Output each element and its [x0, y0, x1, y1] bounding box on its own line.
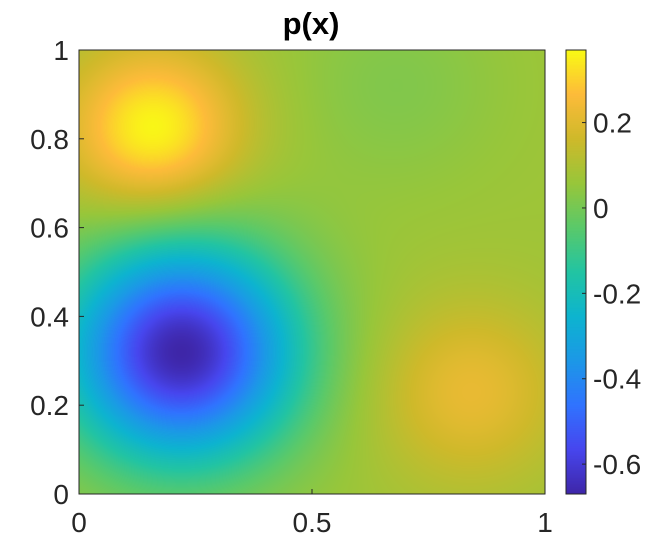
- colorbar-tick-label: 0.2: [593, 108, 632, 139]
- heatmap-surface: [79, 50, 545, 494]
- y-tick-label: 0.6: [30, 213, 69, 244]
- x-axis: 0 0.5 1: [71, 489, 553, 538]
- y-tick-label: 0.4: [30, 301, 69, 332]
- heatmap-plot-area: [79, 50, 545, 494]
- colorbar-axis: 0.2 0 -0.2 -0.4 -0.6: [582, 108, 641, 480]
- colorbar-tick-label: -0.6: [593, 449, 641, 480]
- colorbar: [566, 50, 586, 494]
- y-tick-label: 0: [53, 479, 69, 510]
- chart-title: p(x): [283, 6, 340, 41]
- x-tick-label: 1: [537, 507, 553, 538]
- colorbar-frame: [565, 49, 587, 495]
- x-tick-label: 0: [71, 507, 87, 538]
- colorbar-tick-label: -0.2: [593, 278, 641, 309]
- colorbar-tick-label: -0.4: [593, 364, 641, 395]
- y-axis: 0 0.2 0.4 0.6 0.8 1: [30, 35, 84, 510]
- colorbar-gradient: [566, 50, 586, 494]
- y-tick-label: 0.8: [30, 124, 69, 155]
- x-tick-label: 0.5: [293, 507, 332, 538]
- y-tick-label: 0.2: [30, 390, 69, 421]
- y-tick-label: 1: [53, 35, 69, 66]
- colorbar-tick-label: 0: [593, 193, 609, 224]
